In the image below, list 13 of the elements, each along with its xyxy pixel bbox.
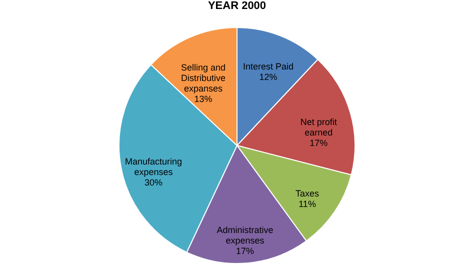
slice-label: Taxes — [296, 188, 320, 198]
data-label: 30% — [144, 177, 163, 188]
data-label: 12% — [259, 72, 278, 82]
data-label: 17% — [310, 138, 328, 148]
slice-label: Administrative expenses — [216, 225, 274, 246]
data-label: 11% — [298, 198, 316, 209]
data-label: 13% — [194, 94, 212, 104]
chart-title: YEAR 2000 — [208, 0, 266, 12]
slice-label: Selling and Distributive expanses — [180, 62, 226, 94]
slice-label: Net profit earned — [300, 116, 338, 138]
data-label: 17% — [236, 246, 254, 256]
slice-label: Interest Paid — [243, 62, 294, 72]
slice-label: Manufacturing expenses — [125, 156, 182, 177]
